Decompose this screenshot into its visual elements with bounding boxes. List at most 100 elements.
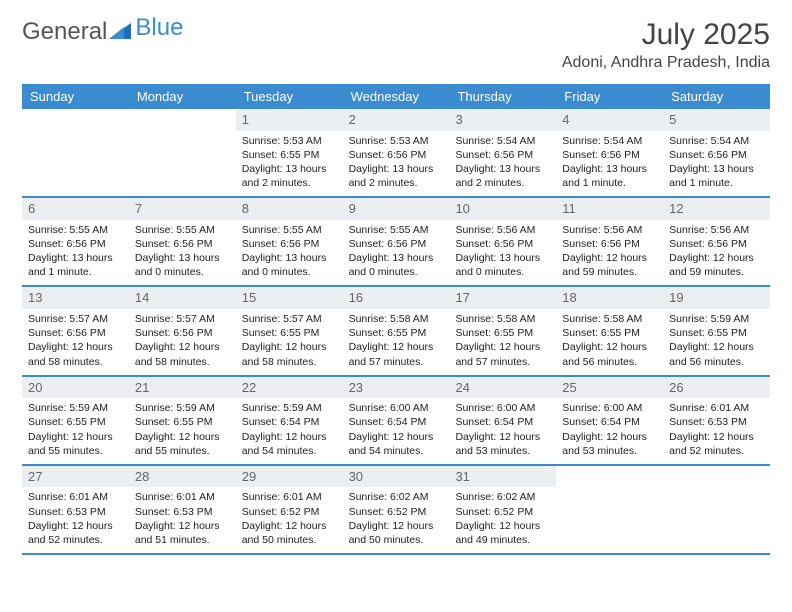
sunrise-text: Sunrise: 5:57 AM	[28, 312, 123, 326]
weekday-header: Wednesday	[343, 84, 450, 109]
sunrise-text: Sunrise: 5:53 AM	[242, 134, 337, 148]
day-cell: 5Sunrise: 5:54 AMSunset: 6:56 PMDaylight…	[663, 109, 770, 196]
sunrise-text: Sunrise: 5:54 AM	[669, 134, 764, 148]
day-number	[22, 109, 129, 127]
day-details: Sunrise: 5:58 AMSunset: 6:55 PMDaylight:…	[449, 309, 556, 375]
day-number: 18	[556, 287, 663, 309]
day-number: 11	[556, 198, 663, 220]
day-number: 1	[236, 109, 343, 131]
day-number	[556, 466, 663, 484]
sunset-text: Sunset: 6:54 PM	[242, 415, 337, 429]
day-cell	[22, 109, 129, 196]
sunset-text: Sunset: 6:55 PM	[349, 326, 444, 340]
sunset-text: Sunset: 6:55 PM	[28, 415, 123, 429]
title-block: July 2025 Adoni, Andhra Pradesh, India	[562, 18, 770, 72]
daylight-text: Daylight: 12 hours and 57 minutes.	[349, 340, 444, 368]
day-cell: 12Sunrise: 5:56 AMSunset: 6:56 PMDayligh…	[663, 198, 770, 285]
day-details: Sunrise: 5:59 AMSunset: 6:55 PMDaylight:…	[129, 398, 236, 464]
day-cell: 30Sunrise: 6:02 AMSunset: 6:52 PMDayligh…	[343, 466, 450, 553]
day-cell: 2Sunrise: 5:53 AMSunset: 6:56 PMDaylight…	[343, 109, 450, 196]
day-cell	[663, 466, 770, 553]
day-cell: 26Sunrise: 6:01 AMSunset: 6:53 PMDayligh…	[663, 377, 770, 464]
daylight-text: Daylight: 12 hours and 58 minutes.	[28, 340, 123, 368]
sunset-text: Sunset: 6:53 PM	[28, 505, 123, 519]
daylight-text: Daylight: 13 hours and 0 minutes.	[242, 251, 337, 279]
weekday-header: Tuesday	[236, 84, 343, 109]
day-number: 26	[663, 377, 770, 399]
sunrise-text: Sunrise: 6:01 AM	[28, 490, 123, 504]
sunrise-text: Sunrise: 5:54 AM	[455, 134, 550, 148]
day-details: Sunrise: 6:00 AMSunset: 6:54 PMDaylight:…	[556, 398, 663, 464]
month-title: July 2025	[562, 18, 770, 52]
sunrise-text: Sunrise: 5:53 AM	[349, 134, 444, 148]
day-cell: 11Sunrise: 5:56 AMSunset: 6:56 PMDayligh…	[556, 198, 663, 285]
daylight-text: Daylight: 12 hours and 58 minutes.	[135, 340, 230, 368]
day-details: Sunrise: 6:01 AMSunset: 6:53 PMDaylight:…	[663, 398, 770, 464]
day-details: Sunrise: 5:58 AMSunset: 6:55 PMDaylight:…	[556, 309, 663, 375]
day-number	[129, 109, 236, 127]
sunset-text: Sunset: 6:54 PM	[349, 415, 444, 429]
daylight-text: Daylight: 13 hours and 2 minutes.	[242, 162, 337, 190]
day-details: Sunrise: 5:53 AMSunset: 6:56 PMDaylight:…	[343, 131, 450, 197]
day-details: Sunrise: 5:54 AMSunset: 6:56 PMDaylight:…	[449, 131, 556, 197]
day-cell	[556, 466, 663, 553]
sunset-text: Sunset: 6:56 PM	[28, 326, 123, 340]
day-cell: 22Sunrise: 5:59 AMSunset: 6:54 PMDayligh…	[236, 377, 343, 464]
day-number: 31	[449, 466, 556, 488]
day-details: Sunrise: 5:57 AMSunset: 6:56 PMDaylight:…	[22, 309, 129, 375]
daylight-text: Daylight: 12 hours and 58 minutes.	[242, 340, 337, 368]
day-details: Sunrise: 6:02 AMSunset: 6:52 PMDaylight:…	[343, 487, 450, 553]
day-cell: 16Sunrise: 5:58 AMSunset: 6:55 PMDayligh…	[343, 287, 450, 374]
day-number: 10	[449, 198, 556, 220]
day-details: Sunrise: 6:00 AMSunset: 6:54 PMDaylight:…	[449, 398, 556, 464]
day-number: 13	[22, 287, 129, 309]
daylight-text: Daylight: 12 hours and 57 minutes.	[455, 340, 550, 368]
sunset-text: Sunset: 6:52 PM	[349, 505, 444, 519]
day-cell: 10Sunrise: 5:56 AMSunset: 6:56 PMDayligh…	[449, 198, 556, 285]
day-details: Sunrise: 5:57 AMSunset: 6:56 PMDaylight:…	[129, 309, 236, 375]
daylight-text: Daylight: 12 hours and 50 minutes.	[242, 519, 337, 547]
week-row: 6Sunrise: 5:55 AMSunset: 6:56 PMDaylight…	[22, 198, 770, 287]
day-number: 30	[343, 466, 450, 488]
day-number: 25	[556, 377, 663, 399]
daylight-text: Daylight: 12 hours and 51 minutes.	[135, 519, 230, 547]
sunset-text: Sunset: 6:52 PM	[455, 505, 550, 519]
sunset-text: Sunset: 6:56 PM	[562, 148, 657, 162]
week-row: 20Sunrise: 5:59 AMSunset: 6:55 PMDayligh…	[22, 377, 770, 466]
day-details: Sunrise: 5:56 AMSunset: 6:56 PMDaylight:…	[449, 220, 556, 286]
sunset-text: Sunset: 6:56 PM	[135, 326, 230, 340]
sunrise-text: Sunrise: 6:01 AM	[135, 490, 230, 504]
day-details: Sunrise: 5:58 AMSunset: 6:55 PMDaylight:…	[343, 309, 450, 375]
day-cell: 1Sunrise: 5:53 AMSunset: 6:55 PMDaylight…	[236, 109, 343, 196]
weekday-header-row: SundayMondayTuesdayWednesdayThursdayFrid…	[22, 84, 770, 109]
sunrise-text: Sunrise: 5:54 AM	[562, 134, 657, 148]
day-number: 12	[663, 198, 770, 220]
day-number	[663, 466, 770, 484]
sunrise-text: Sunrise: 6:02 AM	[455, 490, 550, 504]
day-number: 8	[236, 198, 343, 220]
weekday-header: Saturday	[663, 84, 770, 109]
day-cell: 28Sunrise: 6:01 AMSunset: 6:53 PMDayligh…	[129, 466, 236, 553]
day-number: 3	[449, 109, 556, 131]
day-number: 2	[343, 109, 450, 131]
day-cell	[129, 109, 236, 196]
day-details: Sunrise: 5:59 AMSunset: 6:54 PMDaylight:…	[236, 398, 343, 464]
day-details: Sunrise: 5:56 AMSunset: 6:56 PMDaylight:…	[663, 220, 770, 286]
day-cell: 31Sunrise: 6:02 AMSunset: 6:52 PMDayligh…	[449, 466, 556, 553]
day-cell: 20Sunrise: 5:59 AMSunset: 6:55 PMDayligh…	[22, 377, 129, 464]
day-cell: 29Sunrise: 6:01 AMSunset: 6:52 PMDayligh…	[236, 466, 343, 553]
sunset-text: Sunset: 6:56 PM	[669, 148, 764, 162]
day-details: Sunrise: 5:55 AMSunset: 6:56 PMDaylight:…	[129, 220, 236, 286]
day-number: 24	[449, 377, 556, 399]
sunrise-text: Sunrise: 6:00 AM	[562, 401, 657, 415]
sunrise-text: Sunrise: 5:56 AM	[455, 223, 550, 237]
day-number: 16	[343, 287, 450, 309]
sunrise-text: Sunrise: 6:02 AM	[349, 490, 444, 504]
daylight-text: Daylight: 13 hours and 0 minutes.	[135, 251, 230, 279]
sunset-text: Sunset: 6:55 PM	[669, 326, 764, 340]
sunrise-text: Sunrise: 6:01 AM	[669, 401, 764, 415]
day-cell: 7Sunrise: 5:55 AMSunset: 6:56 PMDaylight…	[129, 198, 236, 285]
day-details: Sunrise: 6:01 AMSunset: 6:52 PMDaylight:…	[236, 487, 343, 553]
logo-text-general: General	[22, 18, 107, 46]
sunrise-text: Sunrise: 5:59 AM	[242, 401, 337, 415]
